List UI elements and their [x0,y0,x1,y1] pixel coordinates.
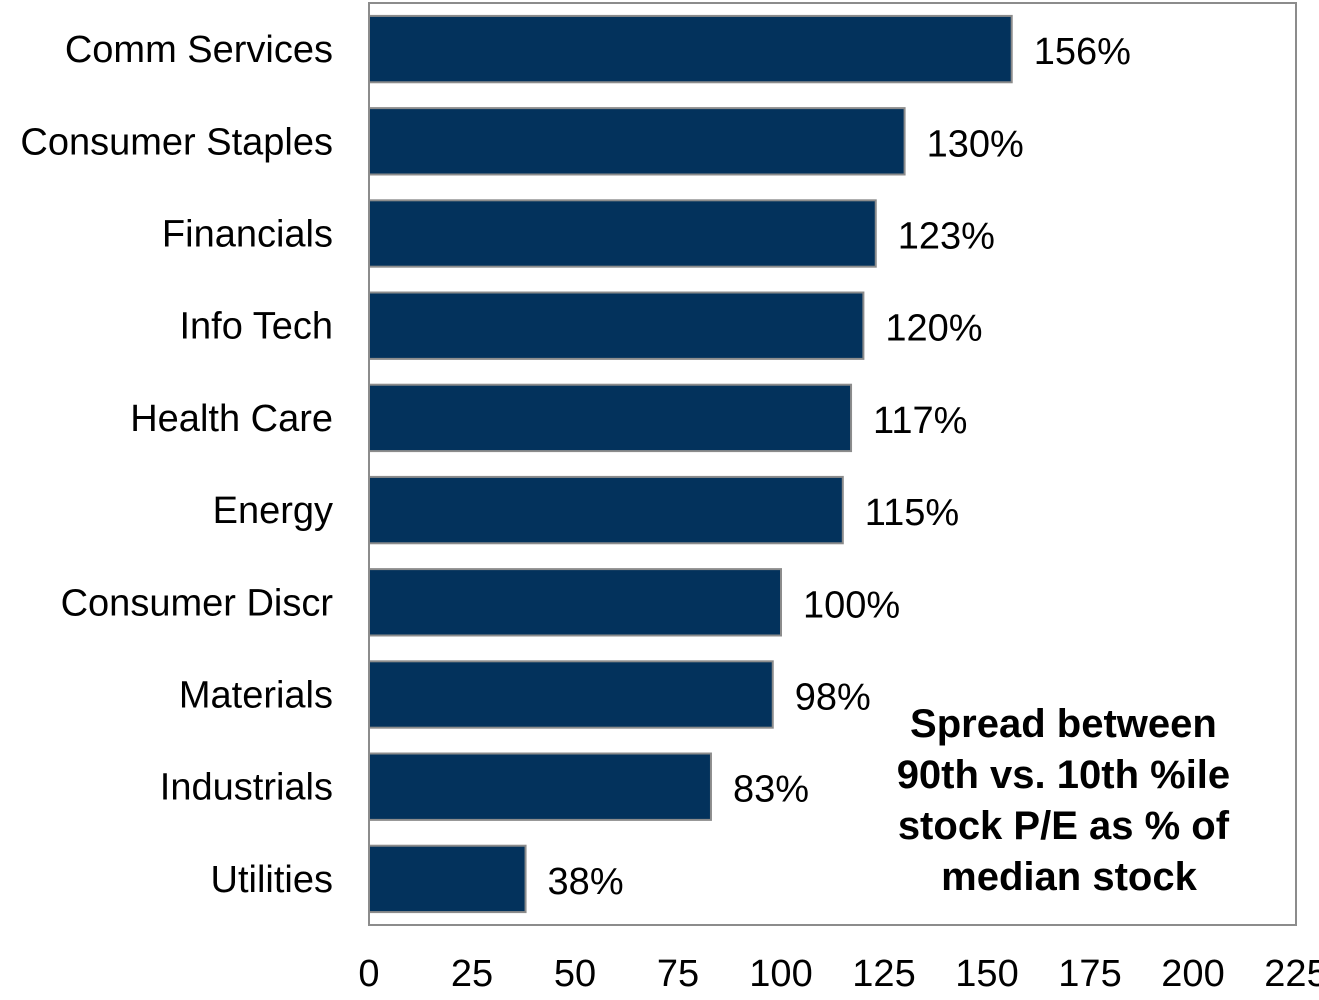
category-label: Financials [162,214,333,256]
x-tick-label: 100 [749,953,812,995]
data-label: 156% [1034,31,1131,73]
annotation-line: stock P/E as % of [898,804,1230,848]
category-label: Industrials [160,767,333,809]
annotation-line: median stock [941,855,1197,899]
category-label: Info Tech [179,306,333,348]
x-tick-label: 25 [451,953,493,995]
data-label: 123% [898,216,995,258]
x-tick-label: 75 [657,953,699,995]
x-tick-label: 150 [955,953,1018,995]
category-label: Comm Services [65,29,333,71]
data-label: 120% [885,308,982,350]
category-label: Consumer Discr [61,582,334,624]
category-label: Materials [179,675,333,717]
bars-layer [368,14,1013,914]
bar [368,844,527,914]
annotation-line: Spread between [910,702,1217,746]
bar [368,14,1013,84]
data-label: 100% [803,584,900,626]
x-tick-label: 225 [1264,953,1319,995]
bar [368,291,865,360]
x-tick-label: 175 [1058,953,1121,995]
category-label: Health Care [130,398,333,440]
bar [368,383,853,453]
category-label: Consumer Staples [20,121,333,163]
chart-annotation: Spread between 90th vs. 10th %ile stock … [897,702,1242,899]
x-tick-label: 200 [1161,953,1224,995]
data-label: 130% [927,123,1024,165]
bar [368,199,877,268]
data-label: 38% [548,861,624,903]
x-axis-tick-labels: 0 25 50 75 100 125 150 175 200 225 [358,953,1319,995]
x-tick-label: 50 [554,953,596,995]
bar [368,660,774,729]
bar [368,107,906,176]
data-label: 98% [795,677,871,719]
value-labels: 156% 130% 123% 120% 117% 115% 100% 98% 83% 38% [548,31,1131,903]
x-tick-label: 125 [852,953,915,995]
annotation-line: 90th vs. 10th %ile [897,753,1230,797]
data-label: 117% [873,400,967,442]
data-label: 83% [733,769,809,811]
bar [368,752,712,821]
data-label: 115% [865,492,959,534]
x-tick-label: 0 [358,953,379,995]
category-labels: Comm Services Consumer Staples Financials I… [20,29,333,901]
bar [368,475,844,545]
category-label: Utilities [211,859,333,901]
category-label: Energy [213,490,333,532]
bar [368,568,782,637]
plot-area-border [368,2,1297,926]
